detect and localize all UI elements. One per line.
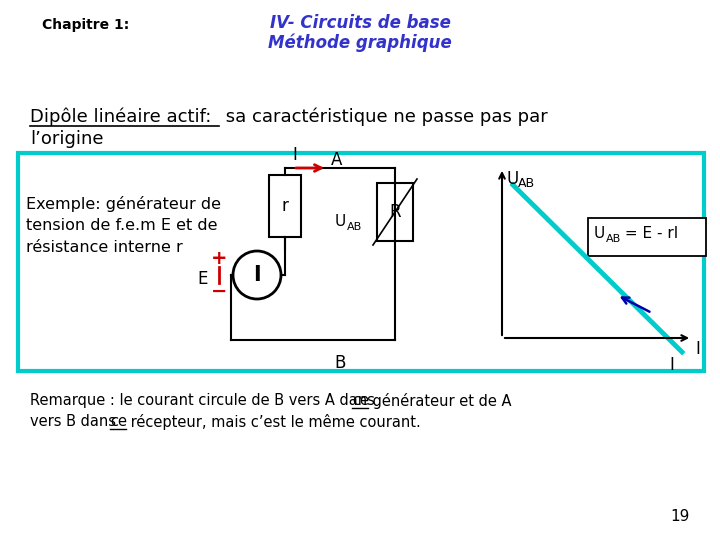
- Text: Remarque : le courant circule de B vers A dans: Remarque : le courant circule de B vers …: [30, 393, 379, 408]
- Text: Exemple: générateur de: Exemple: générateur de: [26, 196, 221, 212]
- Text: générateur et de A: générateur et de A: [368, 393, 511, 409]
- Text: U: U: [335, 213, 346, 228]
- Text: A: A: [331, 151, 343, 169]
- Bar: [588, 218, 706, 256]
- Text: Méthode graphique: Méthode graphique: [268, 34, 452, 52]
- Text: sa caractéristique ne passe pas par: sa caractéristique ne passe pas par: [220, 108, 548, 126]
- Text: vers B dans: vers B dans: [30, 414, 121, 429]
- Text: B: B: [334, 354, 346, 372]
- Text: tension de f.e.m E et de: tension de f.e.m E et de: [26, 218, 217, 233]
- Text: +: +: [211, 249, 228, 268]
- Text: récepteur, mais c’est le même courant.: récepteur, mais c’est le même courant.: [126, 414, 420, 430]
- Text: AB: AB: [606, 234, 621, 244]
- Bar: [269, 175, 301, 237]
- Text: −: −: [211, 281, 228, 300]
- Text: l’origine: l’origine: [30, 130, 104, 148]
- Text: Dipôle linéaire actif:: Dipôle linéaire actif:: [30, 108, 212, 126]
- Bar: [377, 183, 413, 241]
- Text: IV- Circuits de base: IV- Circuits de base: [269, 14, 451, 32]
- Text: AB: AB: [518, 177, 535, 190]
- Text: I: I: [695, 340, 700, 358]
- Text: U: U: [594, 226, 606, 240]
- Text: I: I: [670, 356, 675, 374]
- Circle shape: [233, 251, 281, 299]
- Text: ce: ce: [110, 414, 127, 429]
- Text: I: I: [253, 265, 261, 285]
- Text: Chapitre 1:: Chapitre 1:: [42, 18, 130, 32]
- Text: 19: 19: [670, 509, 690, 524]
- Text: = E - rI: = E - rI: [620, 226, 678, 240]
- Text: R: R: [390, 203, 401, 221]
- Text: résistance interne r: résistance interne r: [26, 240, 183, 255]
- Text: AB: AB: [347, 222, 362, 232]
- Text: r: r: [282, 197, 289, 215]
- Text: E: E: [198, 270, 208, 288]
- Bar: [18, 153, 704, 371]
- Text: U: U: [506, 170, 518, 188]
- Text: ce: ce: [352, 393, 369, 408]
- Text: I: I: [292, 146, 297, 164]
